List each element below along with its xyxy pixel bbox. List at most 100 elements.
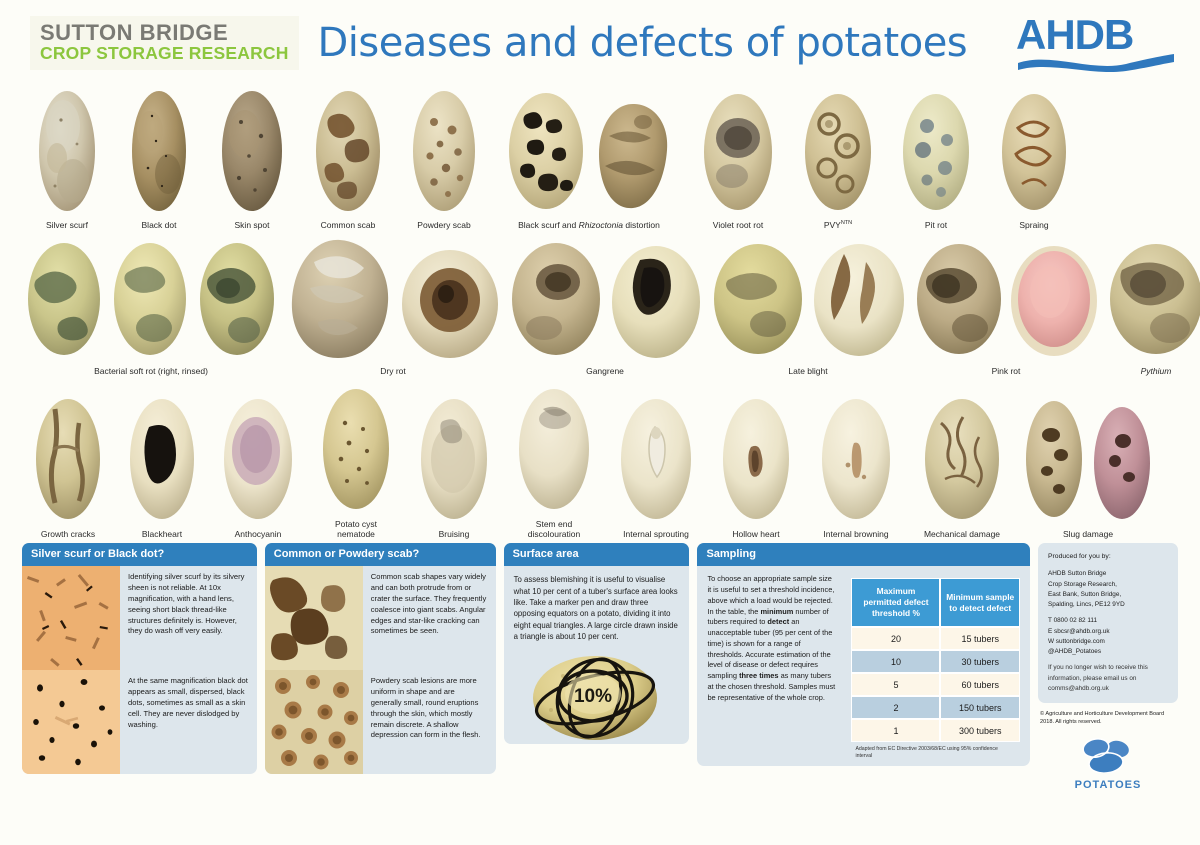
table-row: 2 150 tubers [851,696,1020,720]
specimen-image-group [218,393,298,525]
potato-image-powdery-scab [413,91,475,211]
specimen-label: Powdery scab [417,220,471,230]
specimen-image-group [708,236,908,362]
specimen-late-blight: Late blight [708,236,908,376]
panel-block-text: Identifying silver scurf by its silvery … [128,572,245,636]
specimen-image-group [217,86,287,216]
specimen-label: Black dot [141,220,177,230]
table-row: 5 60 tubers [851,673,1020,697]
specimen-label-superscript: NTN [840,220,853,227]
specimen-skin-spot: Skin spot [206,86,298,230]
specimen-image-group [22,236,280,362]
brand-name-top: SUTTON BRIDGE [40,20,229,46]
panel-title: Common or Powdery scab? [264,543,496,567]
potato-image-bruising [421,399,487,520]
specimen-image-group [897,88,975,216]
potato-image-skin-spot [222,91,282,211]
specimen-image-group [125,393,199,525]
contact-phone[interactable]: T 0800 02 82 111 [1048,617,1098,625]
panel-title: Sampling [697,543,1030,567]
specimen-image-group [717,393,795,525]
sampling-table-head: Maximum permitted defect threshold % Min… [851,578,1020,628]
sampling-text: To choose an appropriate sample size it … [697,566,847,709]
sampling-text-p7: as many tubers at the chosen threshold. … [707,671,836,702]
sampling-text-minimum: minimum [760,606,794,616]
specimen-pythium: Pythium [1104,236,1200,376]
address-line-4: Spalding, Lincs, PE12 9YD [1048,601,1125,609]
potato-image-pit-rot [903,94,969,210]
specimen-label: Late blight [788,366,828,377]
specimen-label: Black scurf and Rhizoctonia distortion [518,220,660,230]
specimen-label: Bacterial soft rot (right, rinsed) [94,366,208,377]
specimen-label: Spraing [1019,220,1049,230]
sampling-table: Maximum permitted defect threshold % Min… [851,578,1020,743]
panel-surface-area: Surface area To assess blemishing it is … [503,543,690,745]
specimen-image-group [126,86,192,216]
specimen-image-group [284,236,502,362]
sampling-inner: To choose an appropriate sample size it … [697,566,1030,766]
specimen-image-group [33,86,101,216]
specimen-image-group [919,393,1005,525]
specimen-image-group [31,393,105,525]
specimen-grid: Silver scurf Black dot [0,86,1200,539]
specimen-label: Stem end discolouration [527,518,581,540]
contact-methods: T 0800 02 82 111 E sbcsr@ahdb.org.uk W s… [1048,616,1168,657]
specimen-black-dot: Black dot [114,86,204,230]
specimen-label: Anthocyanin [234,529,282,540]
panel-silver-scurf-or-black-dot: Silver scurf or Black dot? [22,543,257,775]
potato-image-gangrene-cut [612,246,700,359]
specimen-common-scab: Common scab [300,86,396,230]
contact-email[interactable]: E sbcsr@ahdb.org.uk [1048,627,1110,635]
specimen-label: Gangrene [586,366,624,377]
contact-website[interactable]: W suttonbridge.com [1048,637,1105,645]
potatoes-wordmark: POTATOES [1074,778,1142,791]
panel-block: Powdery scab lesions are more uniform in… [264,670,496,775]
cell-threshold: 1 [851,719,941,743]
specimen-violet-root-rot: Violet root rot [688,88,788,230]
potato-image-slug-damage-2 [1094,407,1150,520]
specimen-image-group [513,383,595,515]
specimen-image-group [311,86,385,216]
specimen-label: Skin spot [234,220,270,230]
specimen-image-group [698,88,778,216]
specimen-label: Slug damage [1062,529,1114,540]
specimen-image-group [317,383,395,515]
specimen-black-scurf: Black scurf and Rhizoctonia distortion [492,86,686,230]
contact-twitter[interactable]: @AHDB_Potatoes [1048,648,1102,656]
panel-body: Common scab shapes vary widely and can b… [264,566,496,775]
panel-title: Surface area [503,543,690,567]
specimen-label: Dry rot [380,366,406,377]
specimen-silver-scurf: Silver scurf [22,86,112,230]
specimen-mechanical-damage: Mechanical damage [908,393,1016,539]
potato-image-common-scab [316,91,380,211]
specimen-bruising: Bruising [406,393,502,539]
potato-image-stem-end-discolouration [519,388,589,509]
potato-image-pink-rot-whole [917,244,1001,355]
potato-image-soft-rot-3-rinsed [200,243,274,356]
sampling-text-p3: number of tubers required to [707,606,829,627]
potato-image-pink-rot-cut [1011,246,1097,357]
page-title: Diseases and defects of potatoes [317,20,968,66]
sampling-footnote: Adapted from EC Directive 2003/68/EC usi… [855,746,998,760]
sutton-bridge-logo: SUTTON BRIDGE CROP STORAGE RESEARCH [30,16,299,70]
surface-area-percent-label: 10% [574,686,612,707]
cell-sample: 15 tubers [940,627,1020,651]
panel-block: Identifying silver scurf by its silvery … [22,566,257,671]
specimen-label: Bruising [438,529,470,540]
silver-scurf-micrograph-image [22,566,120,671]
specimen-image-group [615,393,697,525]
specimen-stem-end-discolouration: Stem end discolouration [504,383,604,540]
specimen-label: Blackheart [141,529,183,540]
specimen-label: Internal sprouting [623,529,689,540]
address-line-1: AHDB Sutton Bridge [1048,570,1107,578]
specimen-hollow-heart: Hollow heart [708,393,804,539]
specimen-row-2: Bacterial soft rot (right, rinsed) [22,236,1200,377]
table-header-row: Maximum permitted defect threshold % Min… [851,578,1020,628]
poster-header: SUTTON BRIDGE CROP STORAGE RESEARCH Dise… [0,0,1200,86]
table-row: 20 15 tubers [851,627,1020,651]
ahdb-wordmark: AHDB [1016,11,1134,58]
potato-image-late-blight-cut [814,244,904,357]
potato-image-internal-sprouting [621,399,691,520]
potato-image-growth-cracks [36,399,100,520]
potato-10-percent-diagram: 10% [532,656,657,741]
